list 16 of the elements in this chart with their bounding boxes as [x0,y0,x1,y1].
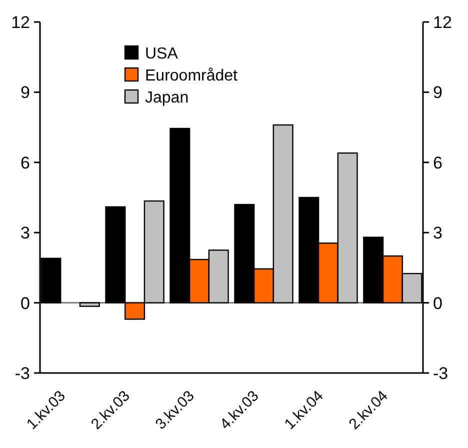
y2-tick-label: 9 [433,83,442,102]
y-tick-label: 6 [20,153,30,172]
bar [79,302,100,307]
y2-tick-label: -3 [433,364,448,383]
y2-tick-label: 12 [433,12,452,32]
y-tick-label: -3 [14,364,30,383]
y-tick-label: 0 [20,294,30,313]
legend-label: USA [145,46,178,63]
y-tick-label: 3 [20,224,30,243]
y-tick-label: 12 [11,12,30,32]
legend-label: Japan [145,90,189,107]
y2-tick-label: 6 [433,153,442,172]
y2-tick-label: 0 [433,294,442,313]
legend-label: Euroområdet [145,68,238,85]
y-tick-label: 9 [20,83,30,102]
y2-tick-label: 3 [433,224,442,243]
